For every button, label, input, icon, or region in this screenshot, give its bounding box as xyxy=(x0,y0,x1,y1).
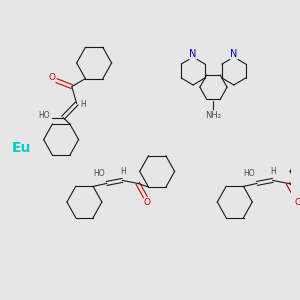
Text: HO: HO xyxy=(38,111,50,120)
Text: H: H xyxy=(120,167,126,176)
Text: NH₂: NH₂ xyxy=(206,111,221,120)
Text: HO: HO xyxy=(93,169,105,178)
Text: O: O xyxy=(294,198,300,207)
Text: N: N xyxy=(230,49,238,59)
Text: N: N xyxy=(189,49,197,59)
Text: HO: HO xyxy=(244,169,255,178)
Text: O: O xyxy=(144,198,151,207)
Text: H: H xyxy=(81,100,86,109)
Text: H: H xyxy=(271,167,277,176)
Text: O: O xyxy=(49,73,56,82)
Text: Eu: Eu xyxy=(12,141,31,155)
